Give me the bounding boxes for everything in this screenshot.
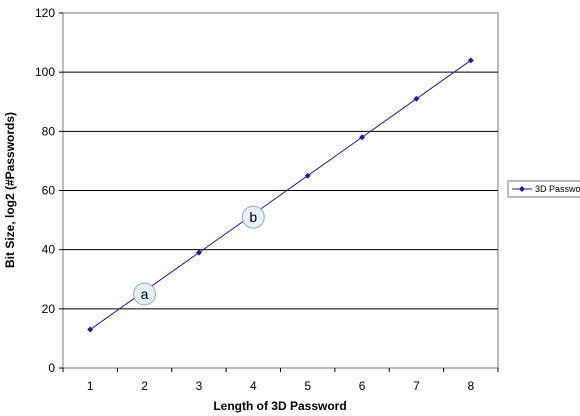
- x-tick-label-4: 4: [250, 379, 257, 393]
- x-axis-ticks: 1 2 3 4 5 6 7 8: [62, 368, 499, 393]
- y-tick-label-60: 60: [42, 184, 56, 198]
- x-tick-label-7: 7: [413, 379, 420, 393]
- x-tick-label-2: 2: [141, 379, 148, 393]
- y-tick-label-80: 80: [42, 124, 56, 138]
- x-axis-title: Length of 3D Password: [213, 399, 346, 413]
- y-tick-label-100: 100: [35, 65, 55, 79]
- annotation-circle-b: [241, 205, 265, 229]
- series-line-0: [89, 59, 472, 330]
- annotations-layer: ab: [133, 205, 265, 306]
- y-tick-label-40: 40: [42, 243, 56, 257]
- legend: 3D Password: [507, 180, 580, 198]
- x-tick-label-3: 3: [196, 379, 203, 393]
- y-tick-label-0: 0: [48, 361, 55, 375]
- legend-box: [507, 180, 580, 198]
- data-point-5: [304, 172, 311, 179]
- y-tick-label-120: 120: [35, 6, 55, 20]
- data-point-8: [467, 57, 474, 64]
- annotation-label-b: b: [249, 209, 257, 225]
- data-point-3: [195, 249, 202, 256]
- x-tick-label-6: 6: [359, 379, 366, 393]
- gridlines: [63, 71, 498, 310]
- annotation-label-a: a: [141, 286, 149, 302]
- y-tick-label-20: 20: [42, 302, 56, 316]
- data-point-7: [413, 95, 420, 102]
- data-point-6: [359, 134, 366, 141]
- y-axis-title: Bit Size, log2 (#Passwords): [3, 112, 17, 268]
- y-axis-ticks: 0 20 40 60 80 100 120: [35, 6, 63, 375]
- x-tick-label-8: 8: [467, 379, 474, 393]
- annotation-circle-a: [133, 282, 157, 306]
- legend-marker-diamond-icon: [519, 186, 525, 192]
- x-tick-label-1: 1: [87, 379, 94, 393]
- x-tick-label-5: 5: [304, 379, 311, 393]
- data-point-1: [87, 326, 94, 333]
- legend-label: 3D Password: [535, 184, 580, 194]
